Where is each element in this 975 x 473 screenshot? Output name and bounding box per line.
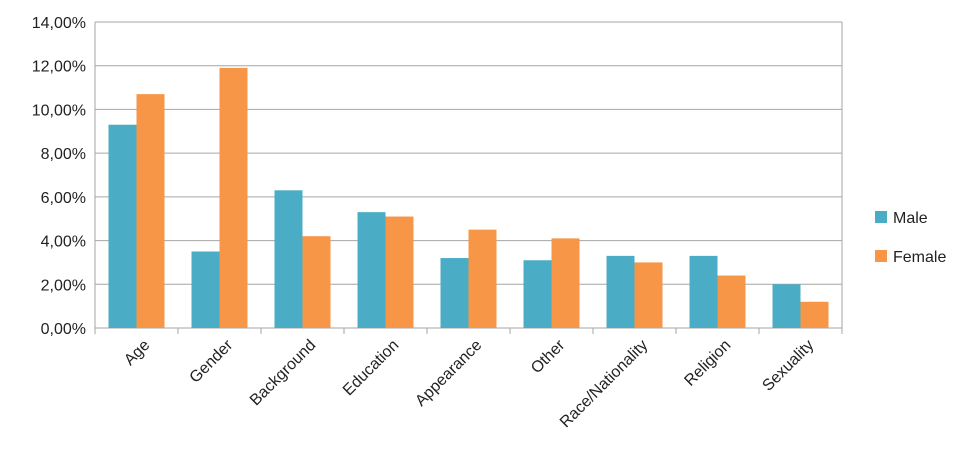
x-tick-label: Background	[247, 337, 319, 409]
bar-male	[191, 251, 220, 328]
x-tick-label: Education	[340, 337, 402, 399]
bar-male	[772, 284, 801, 328]
bar-female	[385, 216, 414, 328]
bar-female	[551, 238, 580, 328]
bar-female	[717, 275, 746, 328]
bars	[108, 67, 829, 329]
y-tick-label: 6,00%	[41, 190, 86, 207]
legend-label-female: Female	[893, 249, 946, 266]
y-tick-label: 2,00%	[41, 277, 86, 294]
bar-male	[440, 258, 469, 328]
y-tick-label: 4,00%	[41, 234, 86, 251]
x-tick-label: Gender	[187, 336, 237, 386]
y-tick-label: 14,00%	[32, 15, 86, 32]
x-tick-label: Age	[121, 337, 153, 369]
legend-swatch-male	[875, 211, 887, 223]
y-tick-label: 10,00%	[32, 102, 86, 119]
legend-label-male: Male	[893, 210, 928, 227]
bar-male	[274, 190, 303, 328]
bar-male	[689, 255, 718, 328]
legend: Male Female	[875, 210, 946, 266]
bar-female	[136, 94, 165, 328]
x-tick-label: Religion	[681, 337, 734, 390]
y-tick-label: 12,00%	[32, 59, 86, 76]
bar-female	[634, 262, 663, 328]
x-tick-label: Appearance	[412, 337, 485, 410]
bar-male	[108, 124, 137, 328]
y-tick-label: 0,00%	[41, 321, 86, 338]
legend-swatch-female	[875, 250, 887, 262]
x-tick-label: Race/Nationality	[557, 337, 651, 431]
bar-female	[219, 67, 248, 329]
x-tick-label: Other	[528, 336, 569, 377]
bar-male	[606, 255, 635, 328]
bar-female	[302, 236, 331, 328]
bar-female	[800, 301, 829, 328]
y-axis-tick-labels: 0,00% 2,00% 4,00% 6,00% 8,00% 10,00% 12,00% 14,…	[32, 15, 86, 338]
x-axis-tick-labels: Age Gender Background Education Appearance Ot…	[121, 336, 817, 431]
bar-male	[357, 212, 386, 328]
x-tick-label: Sexuality	[759, 337, 817, 395]
bar-female	[468, 229, 497, 328]
bar-male	[523, 260, 552, 328]
y-tick-label: 8,00%	[41, 146, 86, 163]
